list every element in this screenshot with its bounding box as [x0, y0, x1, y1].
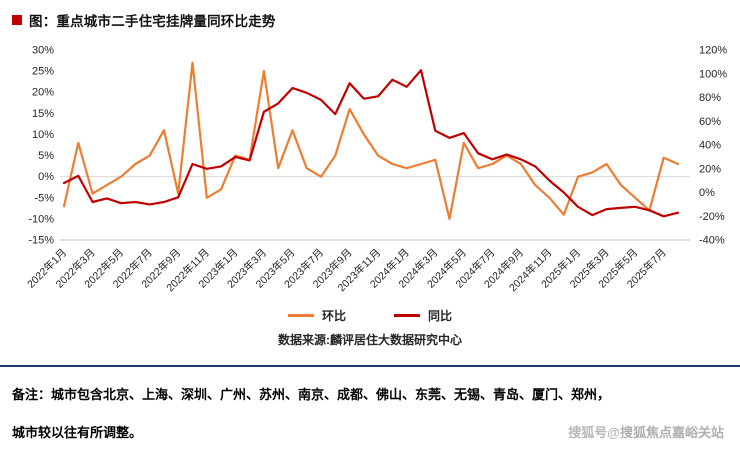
series-line-right	[62, 69, 680, 218]
left-axis-tick: 20%	[32, 87, 54, 99]
right-axis-tick: -20%	[699, 211, 725, 223]
watermark-prefix: 搜狐号@	[568, 425, 620, 440]
left-axis-tick: 25%	[32, 66, 54, 78]
legend-item-yoy: 同比	[394, 307, 452, 324]
right-axis-tick: 120%	[699, 45, 727, 57]
left-axis-tick: 5%	[38, 150, 54, 162]
left-axis-tick: 10%	[32, 129, 54, 141]
mom-line-swatch-icon	[287, 314, 314, 317]
left-axis-tick: 15%	[32, 108, 54, 120]
right-axis-tick: 100%	[699, 68, 727, 80]
left-axis-tick: 0%	[38, 171, 54, 183]
right-axis-tick: 20%	[699, 163, 721, 175]
left-axis-tick: -5%	[34, 192, 54, 204]
left-axis-tick: 30%	[32, 45, 54, 57]
chart-source: 数据来源:麟评居住大数据研究中心	[278, 333, 462, 347]
right-axis-tick: 40%	[699, 140, 721, 152]
chart-title-row: 图：重点城市二手住宅挂牌量同环比走势	[10, 8, 730, 30]
legend-label-mom: 环比	[321, 309, 346, 323]
legend-item-mom: 环比	[287, 307, 346, 324]
right-axis-tick: -40%	[699, 235, 725, 247]
left-axis-tick: -10%	[28, 213, 54, 225]
right-axis-tick: 80%	[699, 92, 721, 104]
page-title: 图：重点城市二手住宅挂牌量同环比走势	[29, 14, 276, 29]
watermark: 搜狐号@搜狐焦点嘉峪关站	[568, 422, 728, 441]
title-bullet-icon	[12, 15, 22, 25]
note-line-1: 备注：城市包含北京、上海、深圳、广州、苏州、南京、成都、佛山、东莞、无锡、青岛、…	[12, 387, 611, 402]
right-axis-tick: 60%	[699, 116, 721, 128]
legend-label-yoy: 同比	[428, 309, 453, 323]
series-line-left	[62, 61, 680, 220]
chart-legend: 环比 同比	[10, 307, 730, 324]
divider	[0, 365, 740, 367]
notes: 备注：城市包含北京、上海、深圳、广州、苏州、南京、成都、佛山、东莞、无锡、青岛、…	[10, 367, 730, 441]
note-line-2: 城市较以往有所调整。	[12, 425, 143, 440]
line-chart: 30% 25% 20% 15% 10% 5% 0% -5% -10% -15% 120% 100% 80…	[24, 45, 727, 295]
watermark-name: 搜狐焦点嘉峪关站	[619, 425, 724, 440]
article-figure: 图：重点城市二手住宅挂牌量同环比走势 30% 25% 20% 15% 10% 5% 0% -5…	[0, 8, 740, 441]
yoy-line-swatch-icon	[394, 314, 420, 317]
right-axis-tick: 0%	[699, 187, 715, 199]
left-axis-tick: -15%	[28, 235, 54, 247]
